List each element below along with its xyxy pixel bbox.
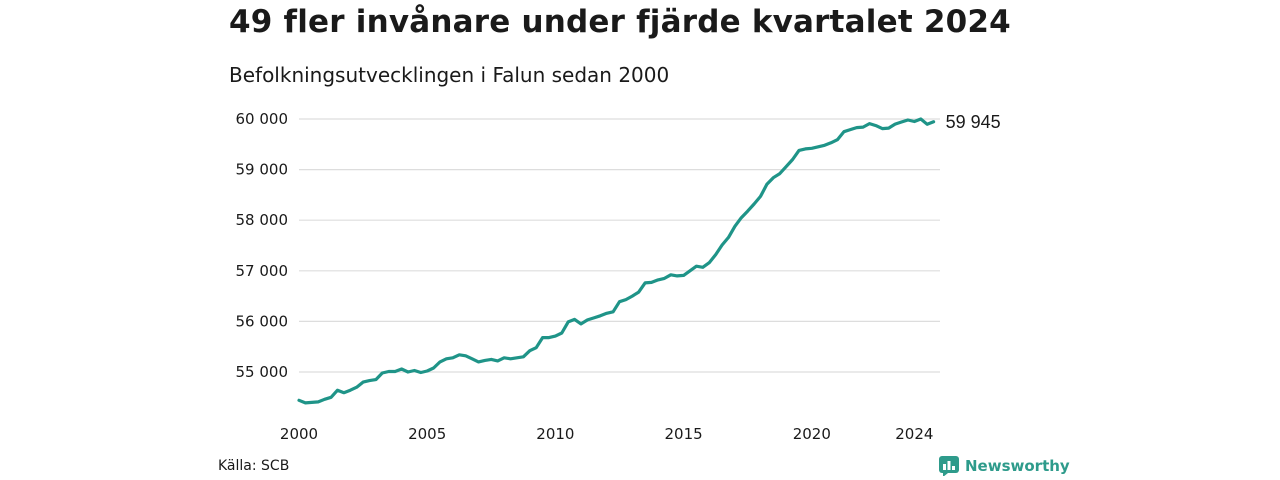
newsworthy-logo: Newsworthy [939, 456, 1070, 476]
x-tick-label: 2005 [408, 425, 446, 443]
y-tick-label: 57 000 [236, 262, 289, 280]
x-axis-tick-labels: 2000 2005 2010 2015 2020 2024 [280, 425, 934, 443]
x-tick-label: 2000 [280, 425, 318, 443]
last-value-label: 59 945 [946, 112, 1001, 132]
newsworthy-chart-icon [939, 456, 959, 476]
x-tick-label: 2010 [536, 425, 574, 443]
y-tick-label: 59 000 [236, 161, 289, 179]
y-tick-label: 60 000 [236, 110, 289, 128]
source-note: Källa: SCB [218, 458, 290, 474]
gridlines [299, 118, 940, 373]
y-tick-label: 55 000 [236, 363, 289, 381]
y-tick-label: 58 000 [236, 211, 289, 229]
line-chart: 55 000 56 000 57 000 58 000 59 000 60 000 200… [236, 110, 1001, 443]
chart-subtitle: Befolkningsutvecklingen i Falun sedan 20… [229, 63, 670, 87]
chart-title: 49 fler invånare under fjärde kvartalet … [229, 4, 1011, 40]
x-tick-label: 2024 [895, 425, 933, 443]
x-tick-label: 2015 [665, 425, 703, 443]
brand-name: Newsworthy [965, 457, 1070, 475]
population-line [297, 117, 936, 405]
y-axis-tick-labels: 55 000 56 000 57 000 58 000 59 000 60 000 [236, 110, 289, 381]
x-tick-label: 2020 [793, 425, 831, 443]
y-tick-label: 56 000 [236, 312, 289, 330]
